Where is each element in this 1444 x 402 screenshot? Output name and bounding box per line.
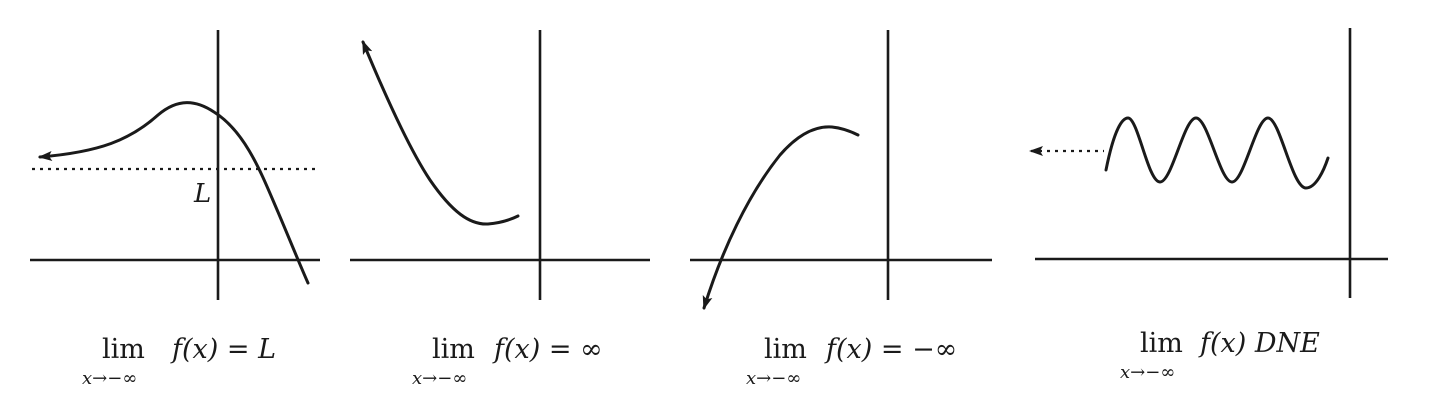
panel-positive-infinity: lim f(x) = ∞ x→−∞ bbox=[350, 30, 650, 389]
limit-value-label: L bbox=[193, 179, 211, 209]
curve bbox=[38, 101, 310, 285]
curve bbox=[361, 40, 520, 226]
panel-finite-limit: L lim f(x) = L x→−∞ bbox=[30, 30, 320, 389]
panel-does-not-exist: lim f(x) DNE x→−∞ bbox=[1029, 28, 1388, 383]
lim-label: lim bbox=[764, 334, 807, 365]
lim-label: lim bbox=[1140, 328, 1183, 359]
oscillating-curve bbox=[1104, 116, 1330, 190]
limit-expression: f(x) = −∞ bbox=[824, 334, 957, 365]
curve bbox=[702, 125, 860, 310]
panel-negative-infinity: lim f(x) = −∞ x→−∞ bbox=[690, 30, 992, 389]
lim-label: lim bbox=[432, 334, 475, 365]
limit-subscript: x→−∞ bbox=[746, 368, 801, 389]
limit-expression: f(x) = ∞ bbox=[492, 334, 603, 365]
limit-subscript: x→−∞ bbox=[82, 368, 137, 389]
caption: lim f(x) = L x→−∞ bbox=[82, 334, 276, 389]
limit-subscript: x→−∞ bbox=[1120, 362, 1175, 383]
caption: lim f(x) DNE x→−∞ bbox=[1120, 328, 1320, 383]
caption: lim f(x) = ∞ x→−∞ bbox=[412, 334, 603, 389]
limit-subscript: x→−∞ bbox=[412, 368, 467, 389]
limit-expression: f(x) DNE bbox=[1198, 328, 1320, 359]
limit-expression: f(x) = L bbox=[170, 334, 276, 365]
caption: lim f(x) = −∞ x→−∞ bbox=[746, 334, 957, 389]
lim-label: lim bbox=[102, 334, 145, 365]
